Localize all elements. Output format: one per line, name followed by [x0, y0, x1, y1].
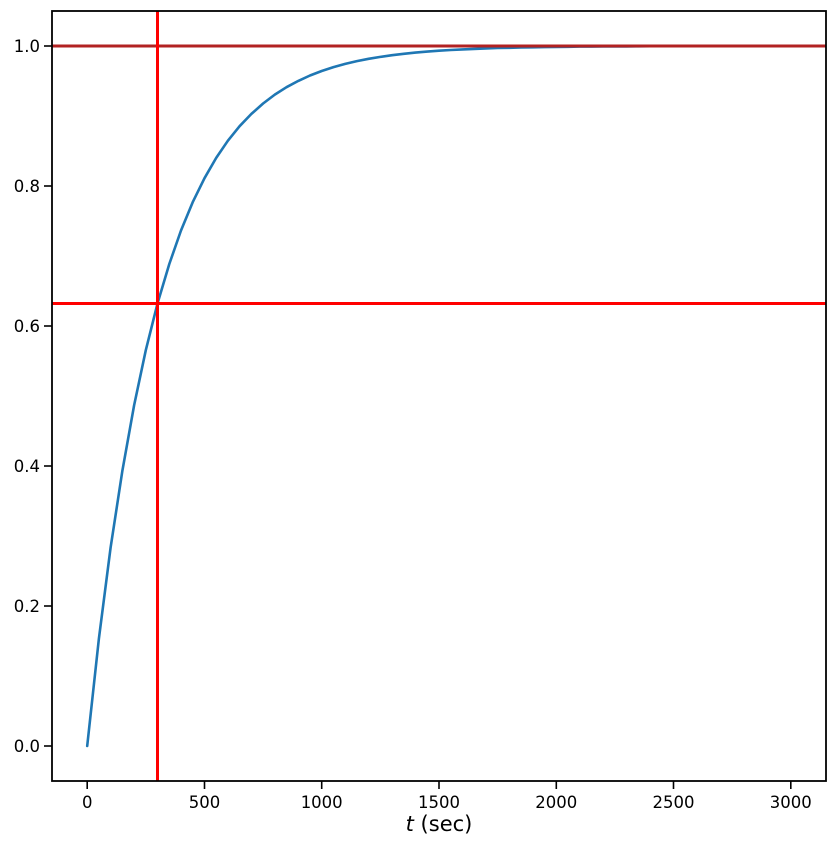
- x-axis-tick-label: 500: [189, 793, 221, 812]
- first-order-step-response-curve-line: [85, 44, 793, 748]
- x-axis-tick-label: 1500: [418, 793, 460, 812]
- x-axis-tick-label: 1000: [301, 793, 343, 812]
- x-axis-tick-label: 2500: [653, 793, 695, 812]
- y-axis-tick-label: 0.6: [14, 317, 40, 336]
- y-axis-tick-label: 0.0: [14, 737, 40, 756]
- y-axis-tick-label: 0.4: [14, 457, 40, 476]
- plot-area-frame: [51, 10, 827, 782]
- x-axis-label: t (sec): [406, 812, 473, 836]
- x-axis-tick-label: 2000: [535, 793, 577, 812]
- x-axis-label-unit: (sec): [413, 812, 473, 836]
- y-axis-tick-label: 0.2: [14, 597, 40, 616]
- x-axis-label-math: t: [405, 812, 414, 836]
- x-axis-tick-label: 3000: [770, 793, 812, 812]
- y-axis-tick-label: 0.8: [14, 177, 40, 196]
- y-axis-tick-label: 1.0: [14, 37, 40, 56]
- x-axis-tick-label: 0: [82, 793, 93, 812]
